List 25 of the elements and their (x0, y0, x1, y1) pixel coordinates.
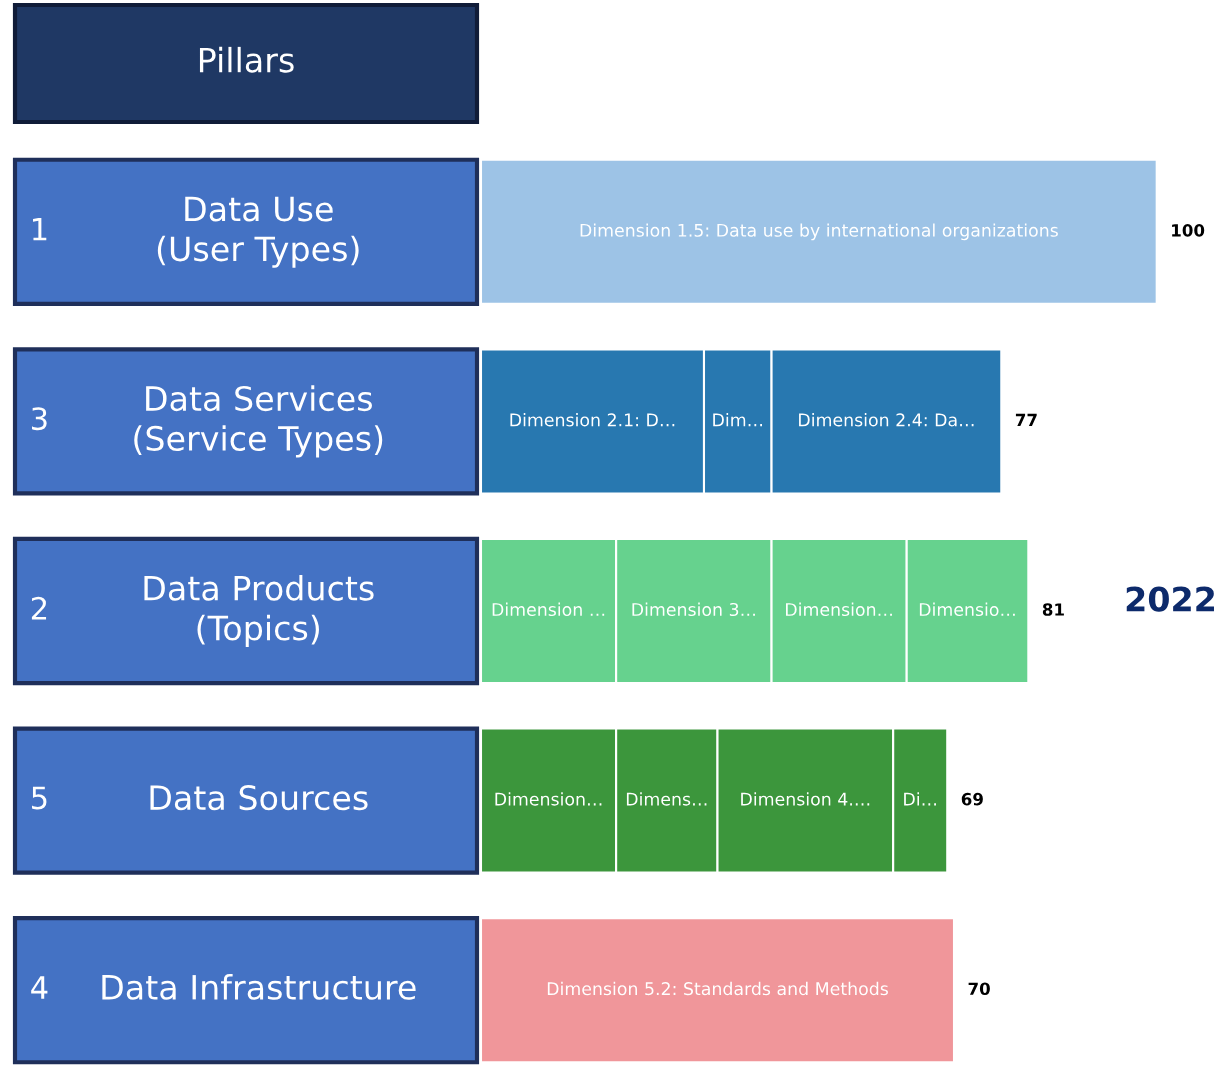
series-label: Dimension … (492, 602, 605, 617)
annotation: 2022 (1126, 586, 1214, 612)
category-label: 4 Data Infrastructure (31, 974, 416, 1000)
text: Pillars (199, 46, 294, 73)
series-label: Dimens… (626, 792, 707, 806)
category-label: 3 Data Services (Service Types) (32, 385, 383, 458)
total-label: 69 (961, 792, 983, 806)
category-label: 2 Data Products (Topics) (31, 574, 374, 648)
series-label: Dimension 2.1: D… (510, 413, 675, 427)
category-label: 5 Data Sources (32, 785, 368, 811)
series-label: Dim… (713, 413, 762, 427)
total-label: 77 (1015, 413, 1037, 426)
total-label: 81 (1042, 603, 1064, 616)
series-label: Dimension… (786, 602, 892, 617)
series-label: Dimension 5.2: Standards and Methods (547, 981, 888, 996)
series-label: Dimensio… (919, 602, 1015, 617)
total-label: 100 (1172, 224, 1205, 237)
series-label: Di… (904, 792, 936, 806)
category-label: 1 Data Use (User Types) (33, 196, 359, 268)
series-label: Dimension 3… (632, 602, 755, 617)
series-label: Dimension 2.4: Da… (799, 413, 974, 427)
series-label: Dimension… (495, 792, 602, 806)
series-label: Dimension 1.5: Data use by international organizations (580, 223, 1058, 241)
total-label: 70 (968, 982, 990, 996)
series-label: Dimension 4.… (741, 792, 870, 806)
